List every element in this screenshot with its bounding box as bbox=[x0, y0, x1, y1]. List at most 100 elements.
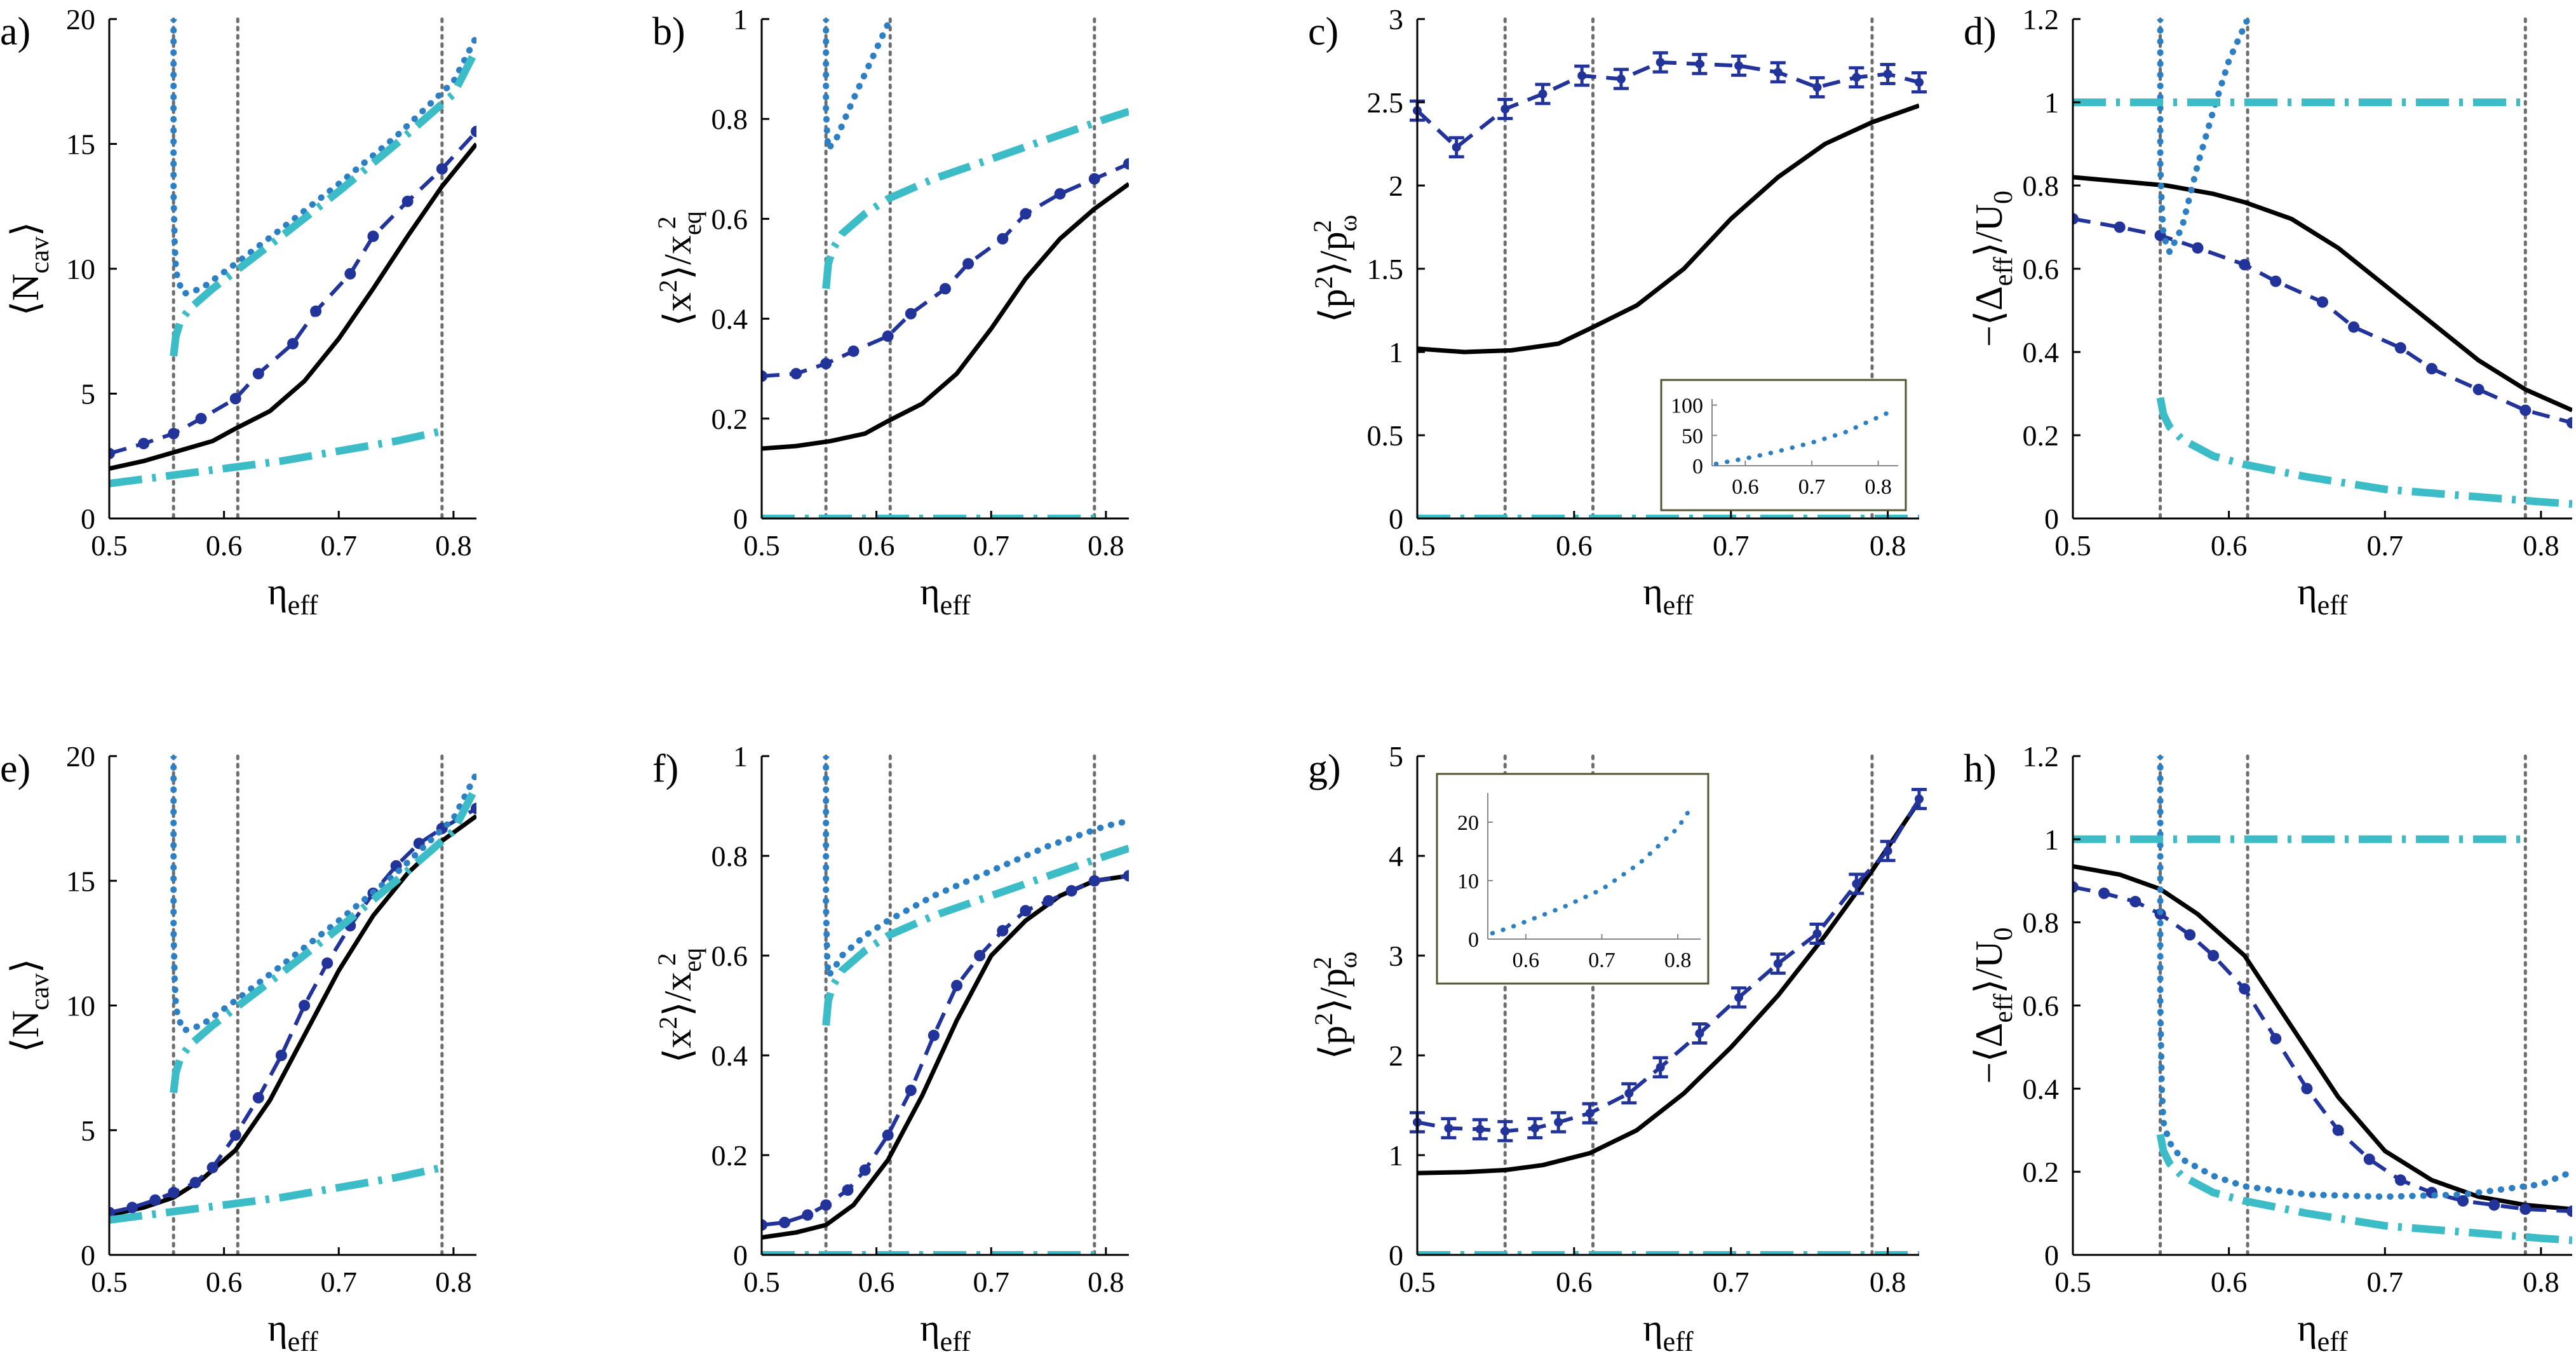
panel-f-ylabel: ⟨x2⟩/xeq2 bbox=[652, 948, 706, 1063]
panel-b: 0.5 0.6 0.7 0.800.20.40.60.81b)ηeff⟨x2⟩/xeq… bbox=[652, 3, 1129, 621]
panel-f-marker-12 bbox=[1020, 905, 1032, 917]
panel-h-series-lower-branch-dashdot bbox=[2156, 1134, 2572, 1245]
panel-f-marker-16 bbox=[1123, 870, 1129, 882]
panel-e-ylabel-main: ⟨N bbox=[4, 1010, 46, 1053]
panel-f-marker-1 bbox=[779, 1217, 791, 1228]
panel-d-series-exact bbox=[2073, 175, 2572, 412]
panel-b-marker-1 bbox=[790, 368, 802, 380]
panel-b-ytick-label-1: 0.2 bbox=[711, 403, 748, 435]
panel-f-xtick-label-3: 0.8 bbox=[1088, 1266, 1124, 1298]
panel-g-xtick-label-3: 0.8 bbox=[1870, 1266, 1906, 1298]
panel-h-ytick-label-6: 1.2 bbox=[2023, 740, 2060, 773]
panel-f-marker-2 bbox=[802, 1209, 814, 1221]
panel-b-marker-5 bbox=[905, 308, 917, 320]
panel-c-inset-frame bbox=[1660, 379, 1907, 511]
panel-a-series-upper-branch-dotted bbox=[170, 19, 476, 297]
panel-c-xlabel-main: η bbox=[1643, 571, 1662, 613]
panel-e-marker-4 bbox=[189, 1177, 201, 1189]
panel-c-xlabel-sub: eff bbox=[1663, 590, 1694, 621]
panel-a-marker-4 bbox=[229, 393, 241, 405]
panel-d-xlabel: ηeff bbox=[2297, 571, 2348, 621]
panel-b-ytick-label-5: 1 bbox=[733, 3, 748, 36]
panel-b-ytick-label-0: 0 bbox=[733, 503, 748, 535]
panel-g-ytick-label-0: 0 bbox=[1389, 1239, 1403, 1271]
panel-h-marker-16 bbox=[2566, 1205, 2572, 1217]
panel-b-marker-6 bbox=[940, 283, 951, 295]
panel-f-marker-6 bbox=[882, 1129, 894, 1141]
panel-h: 0.5 0.6 0.7 0.800.20.40.60.811.2h)ηeff−⟨Δef… bbox=[1964, 740, 2572, 1357]
panel-h-xtick-label-0: 0.5 bbox=[2054, 1266, 2091, 1298]
panel-e-xlabel-sub: eff bbox=[288, 1326, 318, 1357]
panel-d-ytick-label-6: 1.2 bbox=[2023, 3, 2060, 36]
panel-d-xtick-label-2: 0.7 bbox=[2367, 529, 2404, 562]
panel-a-series-lower-branch-dashdot bbox=[109, 427, 443, 487]
panel-g-ytick-label-1: 1 bbox=[1389, 1139, 1403, 1172]
panel-b-ylabel-sub: eq bbox=[678, 211, 706, 235]
panel-c-inset-ytick-label-2: 100 bbox=[1671, 395, 1703, 418]
panel-c: 0.5 0.6 0.7 0.800.511.522.53c)ηeff⟨p2⟩/pω20… bbox=[1308, 3, 1927, 621]
panel-h-marker-15 bbox=[2519, 1203, 2532, 1215]
panel-d-series-upper-branch-dotted bbox=[2157, 19, 2251, 255]
panel-b-ylabel-sup: 2 bbox=[654, 280, 682, 292]
panel-f-ytick-label-0: 0 bbox=[733, 1239, 748, 1271]
panel-c-marker-9 bbox=[1773, 67, 1783, 77]
panel-c-series-exact bbox=[1417, 103, 1919, 355]
panel-d-ytick-label-4: 0.8 bbox=[2023, 170, 2060, 202]
panel-e-series-lower-branch-dashdot bbox=[109, 1163, 443, 1224]
panel-c-marker-11 bbox=[1852, 72, 1861, 82]
panel-c-marker-10 bbox=[1812, 83, 1822, 92]
panel-a-marker-8 bbox=[344, 267, 356, 280]
panel-f: 0.5 0.6 0.7 0.800.20.40.60.81f)ηeff⟨x2⟩/xeq… bbox=[652, 740, 1129, 1357]
panel-a-marker-10 bbox=[401, 195, 414, 207]
panel-h-xtick-label-1: 0.6 bbox=[2211, 1266, 2248, 1298]
panel-a-xtick-label-2: 0.7 bbox=[321, 529, 358, 562]
panel-a-ytick-label-3: 15 bbox=[66, 128, 95, 161]
panel-e-series-exact bbox=[109, 814, 476, 1217]
panel-e-xlabel-main: η bbox=[267, 1307, 287, 1349]
panel-c-xtick-label-0: 0.5 bbox=[1399, 529, 1436, 562]
panel-g-xlabel-main: η bbox=[1643, 1307, 1662, 1349]
panel-h-xlabel: ηeff bbox=[2297, 1307, 2348, 1357]
panel-g-xlabel-sub: eff bbox=[1663, 1326, 1694, 1357]
panel-h-marker-9 bbox=[2332, 1124, 2344, 1136]
panel-g-ylabel-mid: ⟩/p bbox=[1312, 968, 1354, 1013]
panel-g-marker-14 bbox=[1883, 846, 1892, 856]
panel-a-ytick-label-1: 5 bbox=[81, 378, 95, 410]
panel-d-marker-3 bbox=[2192, 242, 2204, 254]
panel-b-series-upper-branch-dotted bbox=[823, 19, 894, 152]
panel-a-ylabel: ⟨Ncav⟩ bbox=[4, 222, 55, 316]
panel-b-ytick-label-4: 0.8 bbox=[711, 103, 748, 135]
panel-f-xtick-label-0: 0.5 bbox=[743, 1266, 780, 1298]
panel-h-ytick-label-0: 0 bbox=[2044, 1239, 2059, 1271]
panel-g-marker-6 bbox=[1585, 1109, 1595, 1118]
panel-d-series-simulation bbox=[2073, 217, 2572, 425]
panel-e-ytick-label-3: 15 bbox=[66, 865, 95, 897]
panel-g-marker-13 bbox=[1852, 879, 1861, 888]
panel-e-ylabel-sub: cav bbox=[25, 973, 55, 1010]
panel-d: 0.5 0.6 0.7 0.800.20.40.60.811.2d)ηeff−⟨Δef… bbox=[1964, 3, 2572, 621]
panel-b-label: b) bbox=[652, 10, 685, 53]
panel-c-inset-ytick-label-1: 50 bbox=[1682, 424, 1703, 448]
panel-g-marker-2 bbox=[1475, 1125, 1485, 1134]
panel-h-series-exact bbox=[2073, 863, 2572, 1212]
panel-a-marker-12 bbox=[471, 125, 476, 137]
panel-a: 0.5 0.6 0.7 0.8 0 5 10 15 20 a) ηeff ⟨Ncav⟩ bbox=[0, 3, 476, 621]
panel-g-ytick-label-3: 3 bbox=[1389, 940, 1403, 972]
panel-g-inset-series-inset-dotted bbox=[1490, 802, 1696, 936]
panel-f-marker-9 bbox=[951, 980, 963, 992]
panel-a-series-upper-branch-dashdot bbox=[170, 47, 476, 357]
panel-b-xtick-label-1: 0.6 bbox=[858, 529, 895, 562]
panel-f-marker-11 bbox=[997, 924, 1009, 937]
panel-c-ylabel-sup2: 2 bbox=[1308, 220, 1337, 233]
panel-h-ylabel-main: −⟨Δ bbox=[1968, 1023, 2010, 1084]
panel-b-xtick-label-2: 0.7 bbox=[973, 529, 1010, 562]
panel-b-xtick-label-3: 0.8 bbox=[1088, 529, 1124, 562]
panel-d-series-lower-branch-dashdot bbox=[2156, 396, 2572, 508]
panel-g-inset-ytick-label-1: 10 bbox=[1457, 870, 1479, 893]
panel-c-marker-1 bbox=[1452, 142, 1461, 152]
panel-a-series-simulation bbox=[109, 130, 476, 456]
panel-g-xtick-label-0: 0.5 bbox=[1399, 1266, 1436, 1298]
panel-g-series-simulation bbox=[1417, 797, 1919, 1134]
panel-b-series-exact bbox=[762, 182, 1129, 451]
panel-c-xtick-label-1: 0.6 bbox=[1556, 529, 1593, 562]
